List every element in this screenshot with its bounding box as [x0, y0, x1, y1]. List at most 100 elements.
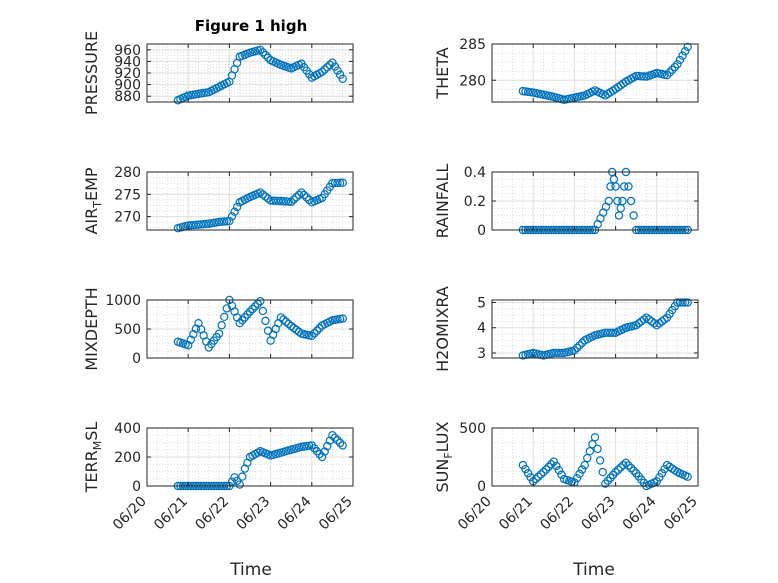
data-point [261, 192, 270, 201]
data-point [338, 178, 347, 187]
data-point [534, 472, 543, 481]
y-label-sub: M [91, 441, 104, 451]
data-point [683, 472, 692, 481]
data-point [299, 190, 309, 200]
y-tick-label: 0 [477, 479, 486, 495]
data-point [320, 65, 329, 74]
data-point [606, 328, 615, 337]
data-point [544, 462, 553, 472]
data-point [315, 323, 324, 333]
data-point [245, 307, 255, 316]
data-point [595, 456, 605, 465]
data-point [673, 60, 682, 69]
data-point [214, 329, 224, 338]
data-point [572, 473, 582, 483]
y-label-main: RAINFALL [433, 164, 452, 239]
data-point [557, 470, 566, 479]
y-label-main: PRESSURE [82, 31, 101, 115]
data-point [284, 197, 293, 206]
y-tick-label: 285 [459, 37, 486, 53]
data-point [258, 306, 268, 316]
data-point [225, 216, 234, 226]
y-tick-label: 0 [132, 351, 141, 367]
y-label-main: MIXDEPTH [82, 287, 101, 370]
data-point [328, 431, 337, 440]
x-axis-label-right: Time [572, 560, 615, 580]
y-label-sub: F [442, 452, 455, 458]
data-point [629, 211, 638, 220]
y-tick-label: 920 [114, 66, 141, 82]
y-tick-label: 0.4 [464, 165, 486, 181]
data-point [281, 317, 291, 326]
axes-box [491, 427, 699, 487]
y-axis-label: THETA [433, 47, 452, 99]
y-tick-label: 200 [114, 450, 141, 466]
data-point [577, 465, 587, 474]
y-tick-label: 275 [114, 187, 141, 203]
subplot-4: 0 0.2 0.4 RAINFALL [433, 164, 699, 239]
y-label-main: TERR [82, 450, 101, 493]
y-tick-label: 0.2 [464, 194, 486, 210]
data-point [294, 190, 304, 200]
data-point [335, 438, 345, 448]
data-point [598, 467, 607, 477]
data-point [613, 465, 623, 474]
data-point [297, 188, 306, 197]
data-point [675, 55, 685, 65]
data-point [541, 465, 551, 474]
data-point [289, 195, 298, 204]
y-tick-label: 500 [459, 421, 486, 437]
data-point [624, 182, 633, 191]
data-point [256, 45, 265, 55]
data-point [539, 467, 548, 477]
data-point [593, 444, 602, 454]
y-tick-label: 500 [114, 322, 141, 338]
data-point [608, 328, 618, 337]
data-point [248, 304, 257, 314]
data-point [575, 341, 584, 350]
data-point [302, 193, 311, 202]
data-point [312, 326, 322, 335]
data-point [621, 458, 631, 467]
axes-box [491, 299, 699, 359]
data-point [611, 182, 620, 191]
data-point [258, 48, 268, 57]
data-point [256, 296, 265, 306]
y-tick-label: 960 [114, 43, 141, 59]
data-point [626, 463, 636, 473]
y-axis-label: PRESSURE [82, 31, 101, 115]
data-point [606, 182, 615, 191]
data-point [330, 433, 340, 442]
data-point [680, 47, 690, 56]
data-point [287, 197, 296, 207]
axes-box [491, 43, 699, 103]
data-point [650, 319, 659, 328]
data-point [536, 470, 546, 479]
data-point [279, 315, 288, 324]
y-tick-label: 880 [114, 89, 141, 105]
x-axis-label-left: Time [229, 560, 272, 580]
data-point [660, 315, 669, 324]
data-point [552, 461, 561, 471]
figure-title: Figure 1 high [195, 17, 308, 35]
data-point [680, 298, 690, 307]
data-point [547, 460, 556, 469]
y-axis-label: H2OMIXRA [433, 286, 452, 372]
data-point [222, 217, 232, 226]
y-axis-label: TERRMSL [82, 422, 104, 494]
data-point [616, 463, 625, 472]
data-point [557, 348, 566, 358]
axes-box [146, 171, 354, 231]
data-point [276, 313, 286, 322]
data-point [222, 304, 232, 313]
data-point [335, 178, 345, 188]
data-point [317, 67, 327, 77]
data-point [683, 298, 692, 307]
data-point [338, 441, 347, 450]
y-label-main: SUN [433, 459, 452, 493]
y-tick-label: 1000 [105, 293, 141, 309]
data-point [250, 302, 260, 311]
